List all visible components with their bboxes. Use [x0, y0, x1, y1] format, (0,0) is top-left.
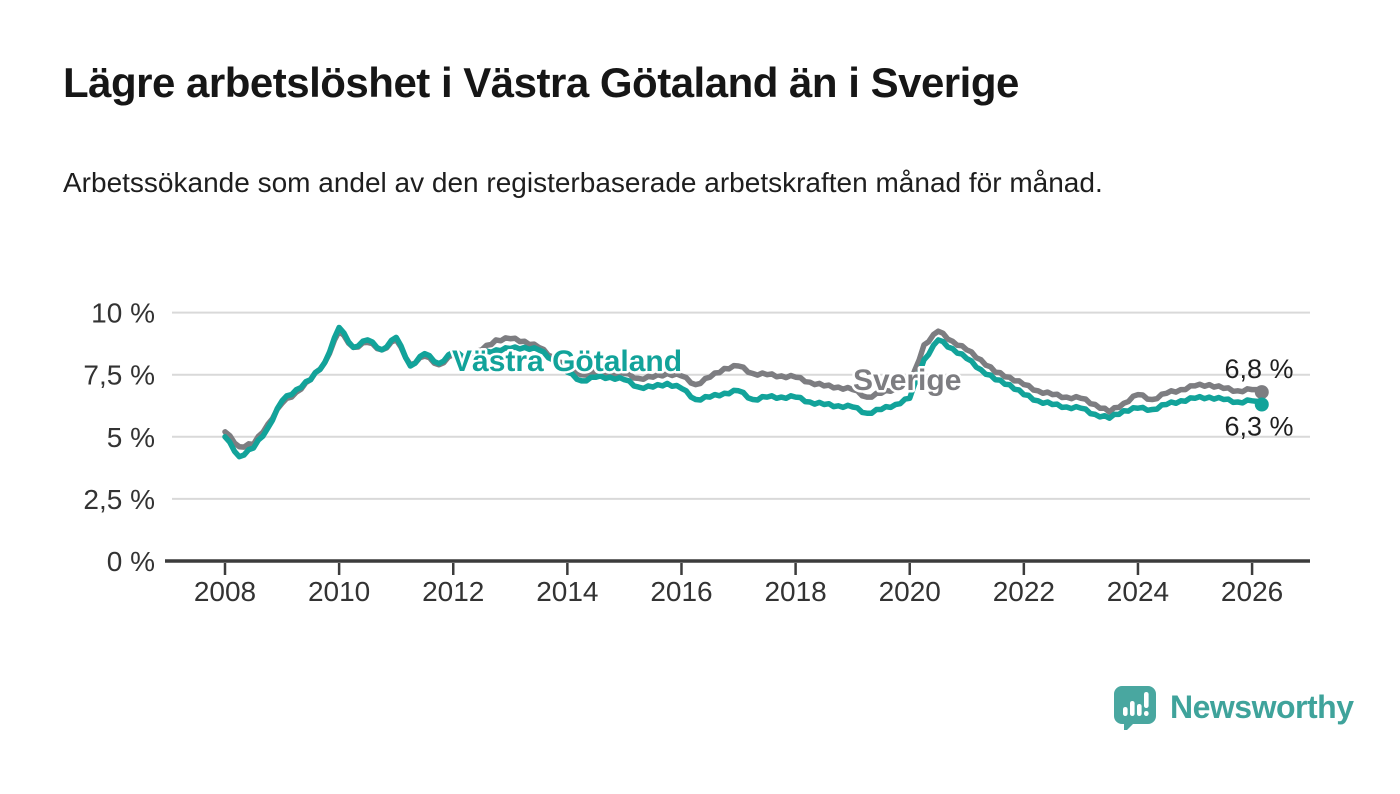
bar-1: [1123, 707, 1128, 716]
x-tick-label: 2024: [1107, 576, 1169, 607]
y-tick-label: 5 %: [107, 422, 155, 453]
y-tick-label: 0 %: [107, 546, 155, 577]
series-label-vastra-gotaland: Västra Götaland: [452, 345, 682, 378]
exclamation-dot: [1144, 711, 1149, 716]
line-vastra-gotaland: [222, 324, 1265, 460]
x-tick-label: 2014: [536, 576, 598, 607]
bar-3: [1137, 704, 1142, 716]
end-dot-vastra-gotaland: [1254, 397, 1269, 412]
newsworthy-wordmark: Newsworthy: [1170, 688, 1354, 725]
x-tick-label: 2008: [194, 576, 256, 607]
x-tick-label: 2020: [879, 576, 941, 607]
speech-bubble-shape: [1114, 686, 1156, 730]
newsworthy-logo: Newsworthy: [1112, 684, 1354, 730]
end-dot-sverige: [1254, 385, 1269, 400]
y-tick-label: 2,5 %: [83, 484, 155, 515]
page-subtitle: Arbetssökande som andel av den registerb…: [63, 167, 1103, 198]
x-tick-label: 2018: [764, 576, 826, 607]
newsworthy-bubble-bar-chart-icon: [1114, 686, 1156, 730]
end-value-label-vastra-gotaland: 6,3 %: [1224, 412, 1293, 442]
y-tick-label: 10 %: [91, 298, 155, 329]
x-tick-label: 2026: [1221, 576, 1283, 607]
x-tick-label: 2012: [422, 576, 484, 607]
x-tick-label: 2010: [308, 576, 370, 607]
bar-2: [1130, 701, 1135, 716]
x-tick-label: 2022: [993, 576, 1055, 607]
page-title: Lägre arbetslöshet i Västra Götaland än …: [63, 59, 1019, 106]
y-tick-label: 7,5 %: [83, 360, 155, 391]
series-label-sverige: Sverige: [853, 364, 961, 397]
end-value-label-sverige: 6,8 %: [1224, 354, 1293, 384]
exclamation-stroke: [1144, 692, 1149, 708]
x-tick-label: 2016: [650, 576, 712, 607]
